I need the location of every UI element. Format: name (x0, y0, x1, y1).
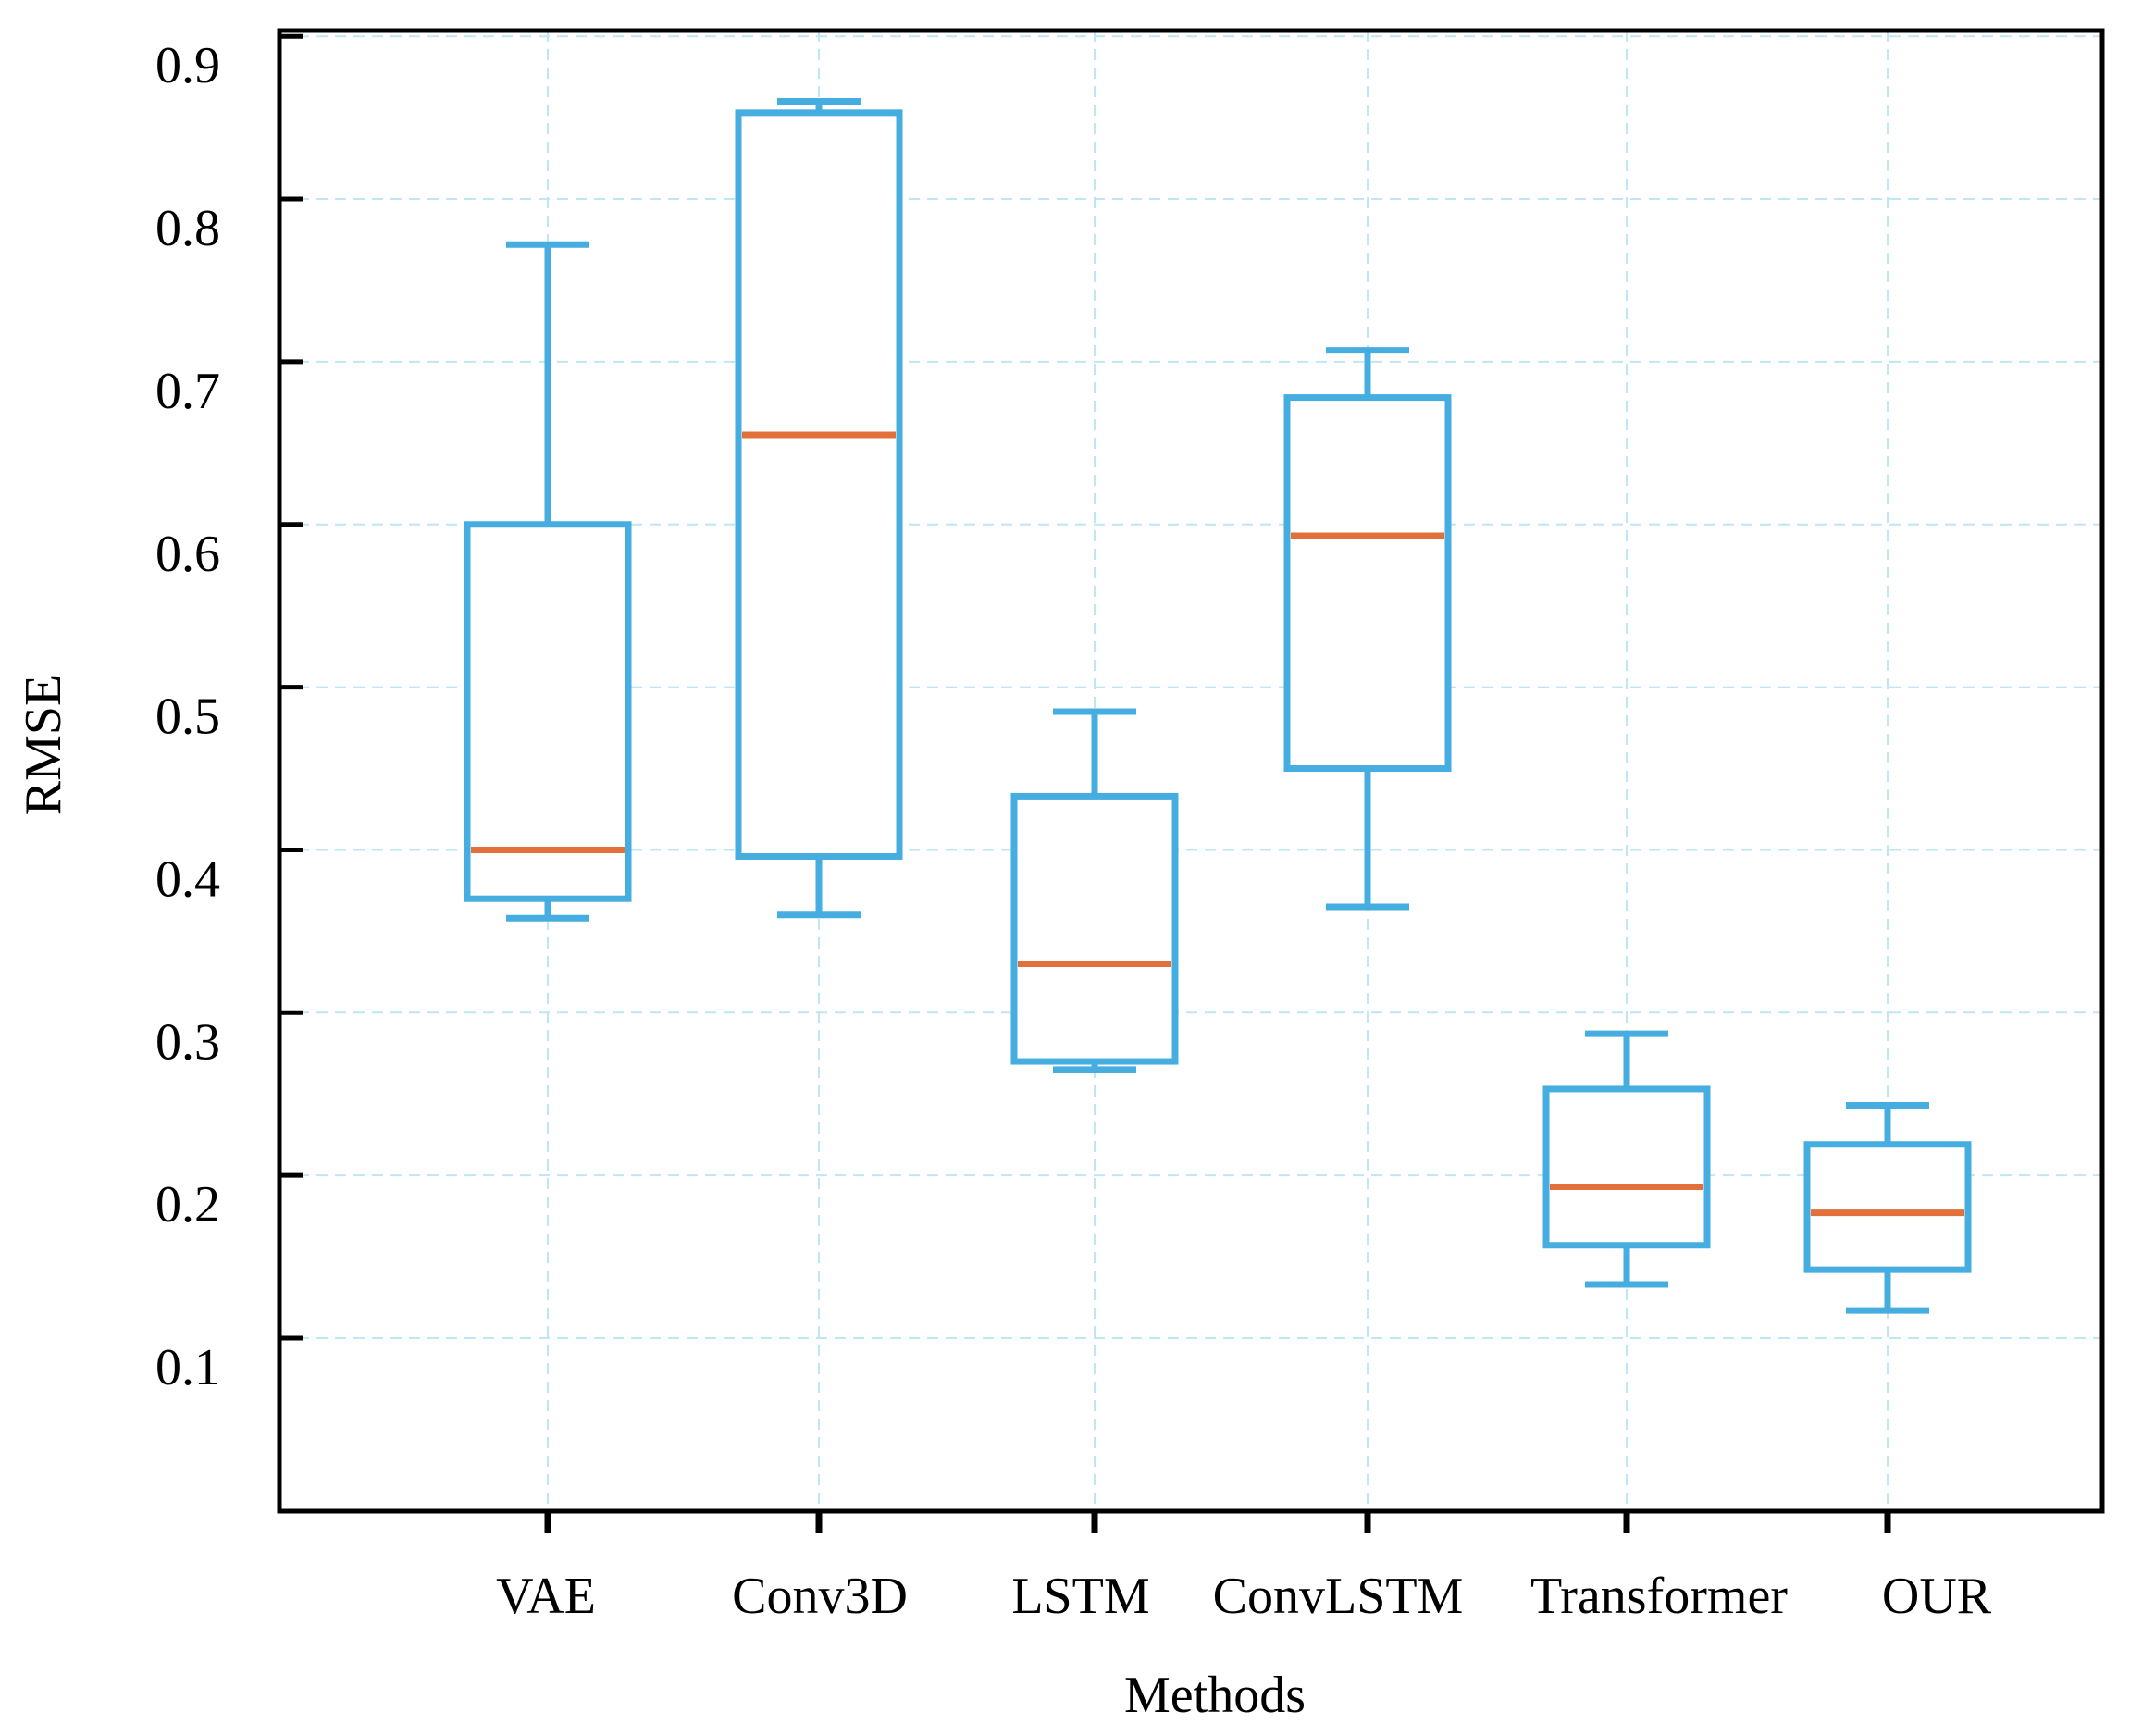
iqr-box (1542, 1085, 1711, 1249)
y-tick-label: 0.6 (155, 526, 220, 583)
y-tick-label: 0.9 (155, 37, 220, 94)
x-tick-label: LSTM (1011, 1568, 1149, 1625)
box-conv3d (735, 98, 903, 919)
iqr-box (1803, 1141, 1972, 1273)
y-axis-title: RMSE (15, 675, 72, 816)
box-lstm (1010, 708, 1179, 1073)
y-tick-label: 0.4 (155, 850, 220, 908)
y-tick-label: 0.5 (155, 688, 220, 746)
x-tick-label: VAE (496, 1568, 596, 1625)
box-convlstm (1283, 347, 1452, 911)
plot-frame (277, 28, 2105, 1514)
x-tick-label: OUR (1882, 1568, 1992, 1625)
x-tick-label: Conv3D (732, 1568, 908, 1625)
y-tick-label: 0.1 (155, 1339, 220, 1396)
box-series (464, 98, 1972, 1314)
x-axis-title: Methods (1124, 1667, 1306, 1724)
iqr-box (1010, 792, 1179, 1065)
iqr-box (735, 109, 903, 860)
box-transformer (1542, 1030, 1711, 1288)
iqr-box (1283, 394, 1452, 773)
y-tick-label: 0.8 (155, 200, 220, 257)
box-vae (464, 241, 632, 922)
y-tick-label: 0.2 (155, 1176, 220, 1234)
iqr-box (464, 521, 632, 902)
y-tick-label: 0.3 (155, 1013, 220, 1071)
x-tick-label: ConvLSTM (1213, 1568, 1464, 1625)
y-tick-label: 0.7 (155, 363, 220, 420)
x-tick-label: Transformer (1530, 1568, 1788, 1625)
axis-ticks: 0.1 0.2 0.3 0.4 0.5 0.6 0.7 0.8 0.9 VAE Conv3D LSTM… (155, 33, 1992, 1625)
box-our (1803, 1102, 1972, 1314)
